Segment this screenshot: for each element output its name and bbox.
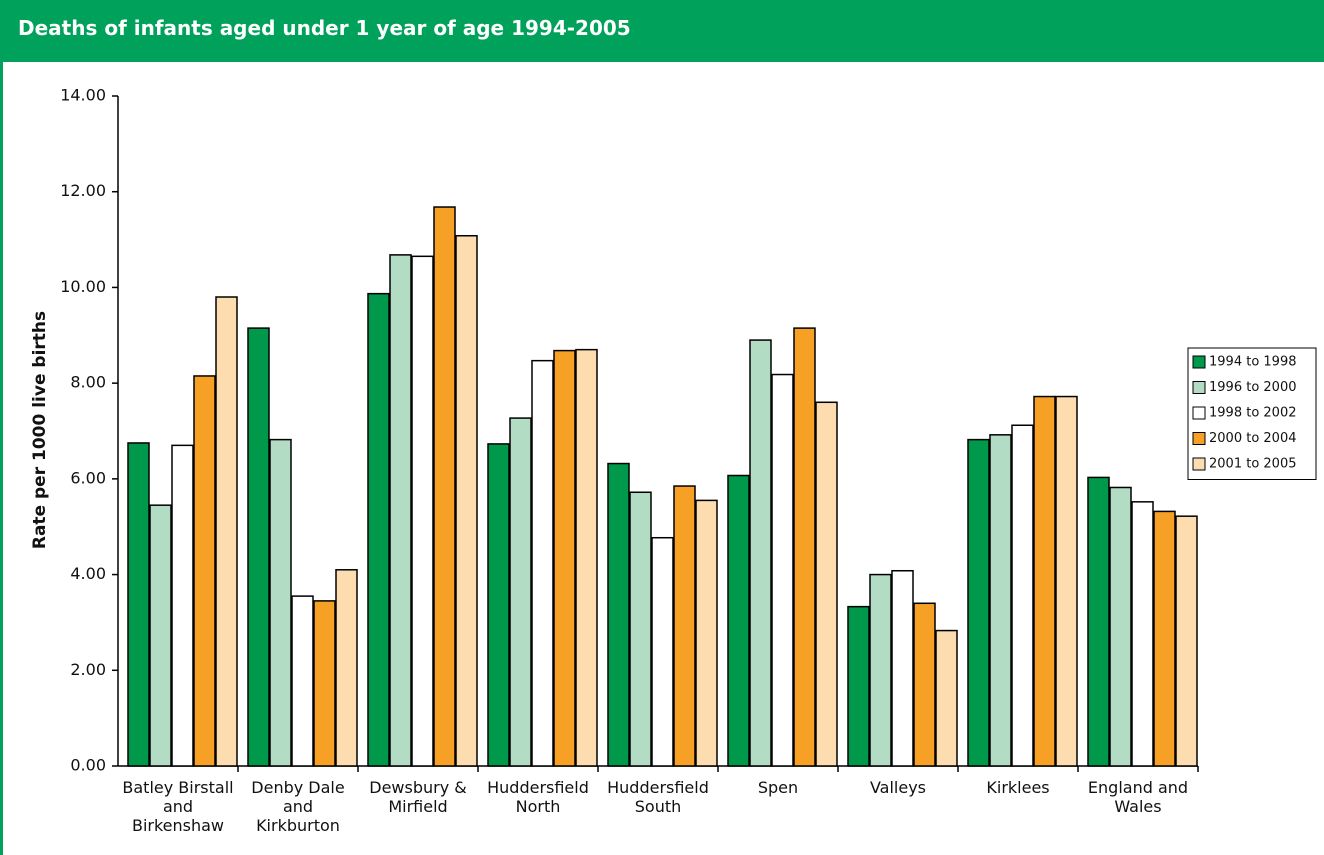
- y-axis-label: Rate per 1000 live births: [30, 311, 50, 549]
- bar: [749, 339, 772, 767]
- bar: [989, 434, 1012, 767]
- x-tick-label: Batley Birstall and Birkenshaw: [122, 778, 234, 835]
- bar: [727, 474, 750, 767]
- bar: [313, 600, 336, 767]
- bar: [335, 569, 358, 767]
- legend-label: 1994 to 1998: [1209, 355, 1296, 370]
- bar: [127, 442, 150, 767]
- y-tick-label: 6.00: [70, 468, 106, 487]
- x-tick-label: Spen: [757, 778, 799, 797]
- x-tick-label: Denby Dale and Kirkburton: [251, 778, 345, 835]
- bar: [455, 234, 478, 767]
- bar: [247, 327, 270, 767]
- bar: [1109, 486, 1132, 767]
- y-tick-label: 4.00: [70, 564, 106, 583]
- bar: [411, 255, 434, 767]
- bar: [629, 491, 652, 767]
- legend-swatch: [1192, 406, 1206, 420]
- bar: [291, 595, 314, 767]
- bar: [193, 375, 216, 767]
- bar: [433, 206, 456, 767]
- left-border: [0, 62, 3, 855]
- bar: [1087, 476, 1110, 767]
- y-tick-label: 2.00: [70, 660, 106, 679]
- legend-label: 2000 to 2004: [1209, 431, 1296, 446]
- bar: [269, 438, 292, 767]
- bar: [367, 292, 390, 767]
- bar: [869, 573, 892, 767]
- bar: [553, 349, 576, 767]
- bar: [935, 629, 958, 767]
- y-tick-label: 10.00: [60, 277, 106, 296]
- bar: [847, 605, 870, 767]
- bar: [1011, 424, 1034, 767]
- bar: [215, 296, 238, 767]
- x-tick-label: Huddersfield South: [607, 778, 709, 816]
- bar: [815, 401, 838, 767]
- bar: [1033, 395, 1056, 767]
- bar: [487, 443, 510, 767]
- bar: [967, 438, 990, 767]
- chart-title: Deaths of infants aged under 1 year of a…: [18, 16, 631, 40]
- legend-swatch: [1192, 432, 1206, 445]
- bar: [891, 569, 914, 767]
- bar: [695, 499, 718, 767]
- bar: [509, 417, 532, 767]
- x-tick-label: England and Wales: [1087, 778, 1189, 816]
- bar: [607, 462, 630, 767]
- bar: [171, 444, 194, 767]
- bar: [1153, 510, 1176, 767]
- legend-swatch: [1192, 355, 1206, 369]
- y-tick-label: 8.00: [70, 373, 106, 392]
- y-tick-label: 0.00: [70, 756, 106, 775]
- x-tick-label: Huddersfield North: [487, 778, 589, 816]
- bar: [389, 254, 412, 767]
- legend-label: 1998 to 2002: [1209, 406, 1296, 421]
- x-tick-label: Valleys: [869, 778, 927, 797]
- header-bar: Deaths of infants aged under 1 year of a…: [0, 0, 1324, 62]
- bar: [913, 602, 936, 767]
- bar: [673, 485, 696, 767]
- x-tick-label: Dewsbury & Mirfield: [369, 778, 467, 816]
- bar: [651, 536, 674, 767]
- bar: [149, 504, 172, 767]
- bar: [793, 327, 816, 767]
- legend-box: [1187, 347, 1317, 480]
- bar: [575, 348, 598, 767]
- y-tick-label: 12.00: [60, 181, 106, 200]
- legend-swatch: [1192, 457, 1206, 471]
- bar: [1055, 395, 1078, 767]
- legend-label: 2001 to 2005: [1209, 457, 1296, 472]
- bar: [531, 359, 554, 767]
- y-tick-label: 14.00: [60, 86, 106, 105]
- bar: [1175, 515, 1198, 767]
- legend-swatch: [1192, 381, 1206, 394]
- bar: [1131, 501, 1154, 767]
- bar: [771, 373, 794, 767]
- legend-label: 1996 to 2000: [1209, 380, 1296, 395]
- x-tick-label: Kirklees: [986, 778, 1050, 797]
